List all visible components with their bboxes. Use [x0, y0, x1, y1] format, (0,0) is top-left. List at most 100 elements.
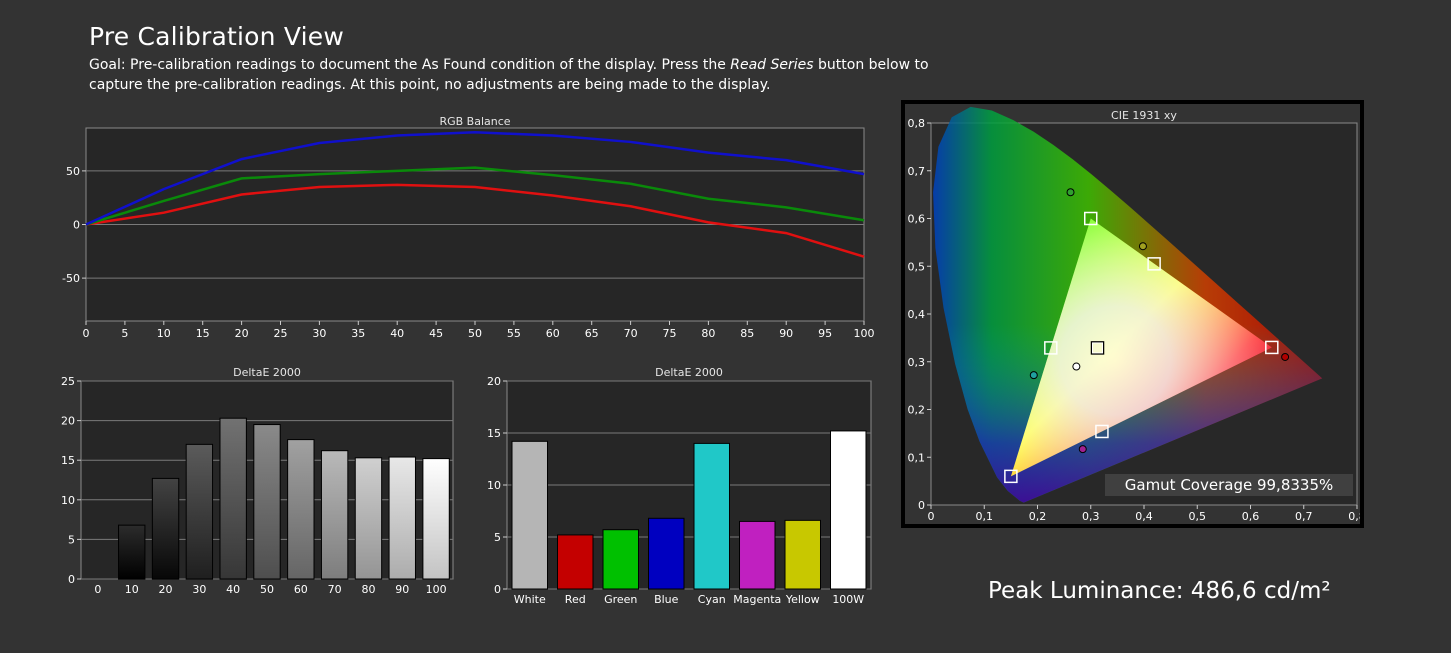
- x-tick-label: 20: [159, 583, 173, 596]
- goal-prefix: Goal: Pre-calibration readings to docume…: [89, 57, 731, 73]
- bar-100W: [830, 430, 867, 590]
- cie-1931-chart: CIE 1931 xy 0 0,1 0,2 0,3 0,4 0,5 0,6 0,7 0,8 0 0,1…: [908, 106, 1360, 523]
- bar-Magenta: [739, 520, 776, 590]
- bar-50: [253, 424, 281, 580]
- target-square-Y: [1147, 257, 1161, 271]
- y-tick-label: 0,8: [908, 117, 926, 130]
- bar-60: [287, 439, 315, 580]
- chart-title: CIE 1931 xy: [1111, 109, 1177, 122]
- bar-20: [151, 477, 180, 580]
- bar-Cyan: [693, 442, 730, 590]
- target-square-C: [1044, 341, 1058, 355]
- y-tick-label: 50: [66, 165, 80, 178]
- page-title: Pre Calibration View: [89, 22, 344, 51]
- x-tick-label: 0,1: [976, 510, 994, 523]
- x-tick-label: 80: [361, 583, 375, 596]
- y-tick-label: 0,4: [908, 308, 926, 321]
- grayscale-deltae-chart: DeltaE 2000 0 5 10 15 20 25 0 10 20 30 40 50 60 70 80 90…: [61, 366, 454, 596]
- y-tick-label: 5: [68, 533, 75, 546]
- color-deltae-chart: DeltaE 2000 0 5 10 15 20 White Red Green Blue Cyan…: [487, 366, 872, 606]
- x-tick-label: 100: [426, 583, 447, 596]
- bar-White: [511, 440, 548, 590]
- x-tick-label: White: [514, 593, 546, 606]
- x-tick-label: 90: [779, 327, 793, 340]
- chart-title: RGB Balance: [439, 115, 510, 128]
- y-tick-label: 0: [494, 583, 501, 596]
- target-square-G: [1084, 211, 1098, 226]
- measured-point-M: [1078, 445, 1087, 454]
- y-tick-label: 0: [68, 573, 75, 586]
- blue-series-line: [85, 131, 865, 226]
- y-tick-label: 15: [487, 427, 501, 440]
- y-tick-label: 0: [918, 499, 925, 512]
- bar-Red: [557, 534, 594, 590]
- x-tick-label: 95: [818, 327, 832, 340]
- x-tick-label: 30: [192, 583, 206, 596]
- target-square-W: [1090, 341, 1105, 355]
- x-tick-label: 0: [928, 510, 935, 523]
- x-tick-label: 50: [468, 327, 482, 340]
- x-tick-label: 80: [701, 327, 715, 340]
- x-tick-label: 35: [351, 327, 365, 340]
- x-tick-label: 60: [546, 327, 560, 340]
- target-square-W-inner: [1092, 342, 1104, 354]
- x-tick-label: 40: [390, 327, 404, 340]
- y-tick-label: 0,2: [908, 404, 926, 417]
- y-tick-label: 20: [61, 415, 75, 428]
- measured-point-C: [1029, 371, 1038, 380]
- x-tick-label: 0,8: [1348, 510, 1360, 523]
- y-tick-label: 0,3: [908, 356, 926, 369]
- bar-80: [354, 457, 383, 580]
- target-square-R: [1265, 340, 1279, 355]
- x-tick-label: 0: [83, 327, 90, 340]
- y-tick-label: 20: [487, 375, 501, 388]
- chart-title: DeltaE 2000: [233, 366, 301, 379]
- x-tick-label: Yellow: [785, 593, 820, 606]
- x-tick-label: 100: [854, 327, 875, 340]
- y-tick-label: 5: [494, 531, 501, 544]
- goal-text: Goal: Pre-calibration readings to docume…: [89, 55, 969, 95]
- x-tick-label: 55: [507, 327, 521, 340]
- x-tick-label: 0,6: [1242, 510, 1260, 523]
- green-series-line: [85, 166, 865, 226]
- x-tick-label: 70: [624, 327, 638, 340]
- x-tick-label: 0,3: [1082, 510, 1100, 523]
- bar-Yellow: [784, 519, 821, 590]
- x-tick-label: 100W: [832, 593, 864, 606]
- bar-70: [320, 450, 349, 580]
- x-tick-label: Magenta: [733, 593, 781, 606]
- x-tick-label: 45: [429, 327, 443, 340]
- y-tick-label: 25: [61, 375, 75, 388]
- bar-Blue: [648, 517, 685, 590]
- x-tick-label: 90: [395, 583, 409, 596]
- gamut-coverage-label: Gamut Coverage 99,8335%: [1105, 474, 1353, 496]
- measured-point-Y: [1138, 242, 1147, 251]
- x-tick-label: 60: [294, 583, 308, 596]
- bar-30: [185, 443, 214, 580]
- x-tick-label: 85: [740, 327, 754, 340]
- peak-luminance: Peak Luminance: 486,6 cd/m²: [988, 578, 1331, 604]
- measured-point-W: [1072, 362, 1081, 371]
- x-tick-label: 65: [585, 327, 599, 340]
- x-tick-label: Cyan: [698, 593, 726, 606]
- bar-Green: [602, 529, 639, 590]
- y-tick-label: 10: [61, 494, 75, 507]
- x-tick-label: 0: [94, 583, 101, 596]
- y-tick-label: 10: [487, 479, 501, 492]
- x-tick-label: 5: [121, 327, 128, 340]
- target-square-M: [1095, 424, 1109, 439]
- x-tick-label: 0,5: [1189, 510, 1207, 523]
- red-series-line: [85, 183, 865, 258]
- goal-suffix: button below to capture the pre-calibrat…: [89, 57, 929, 93]
- x-tick-label: 25: [274, 327, 288, 340]
- x-tick-label: 70: [328, 583, 342, 596]
- x-tick-label: 40: [226, 583, 240, 596]
- measured-point-G: [1066, 188, 1075, 197]
- target-square-B: [1004, 469, 1018, 484]
- y-tick-label: 0,6: [908, 213, 926, 226]
- x-tick-label: Green: [604, 593, 637, 606]
- goal-button-name: Read Series: [730, 57, 814, 73]
- x-tick-label: Red: [565, 593, 586, 606]
- x-tick-label: 10: [125, 583, 139, 596]
- x-tick-label: 0,7: [1295, 510, 1313, 523]
